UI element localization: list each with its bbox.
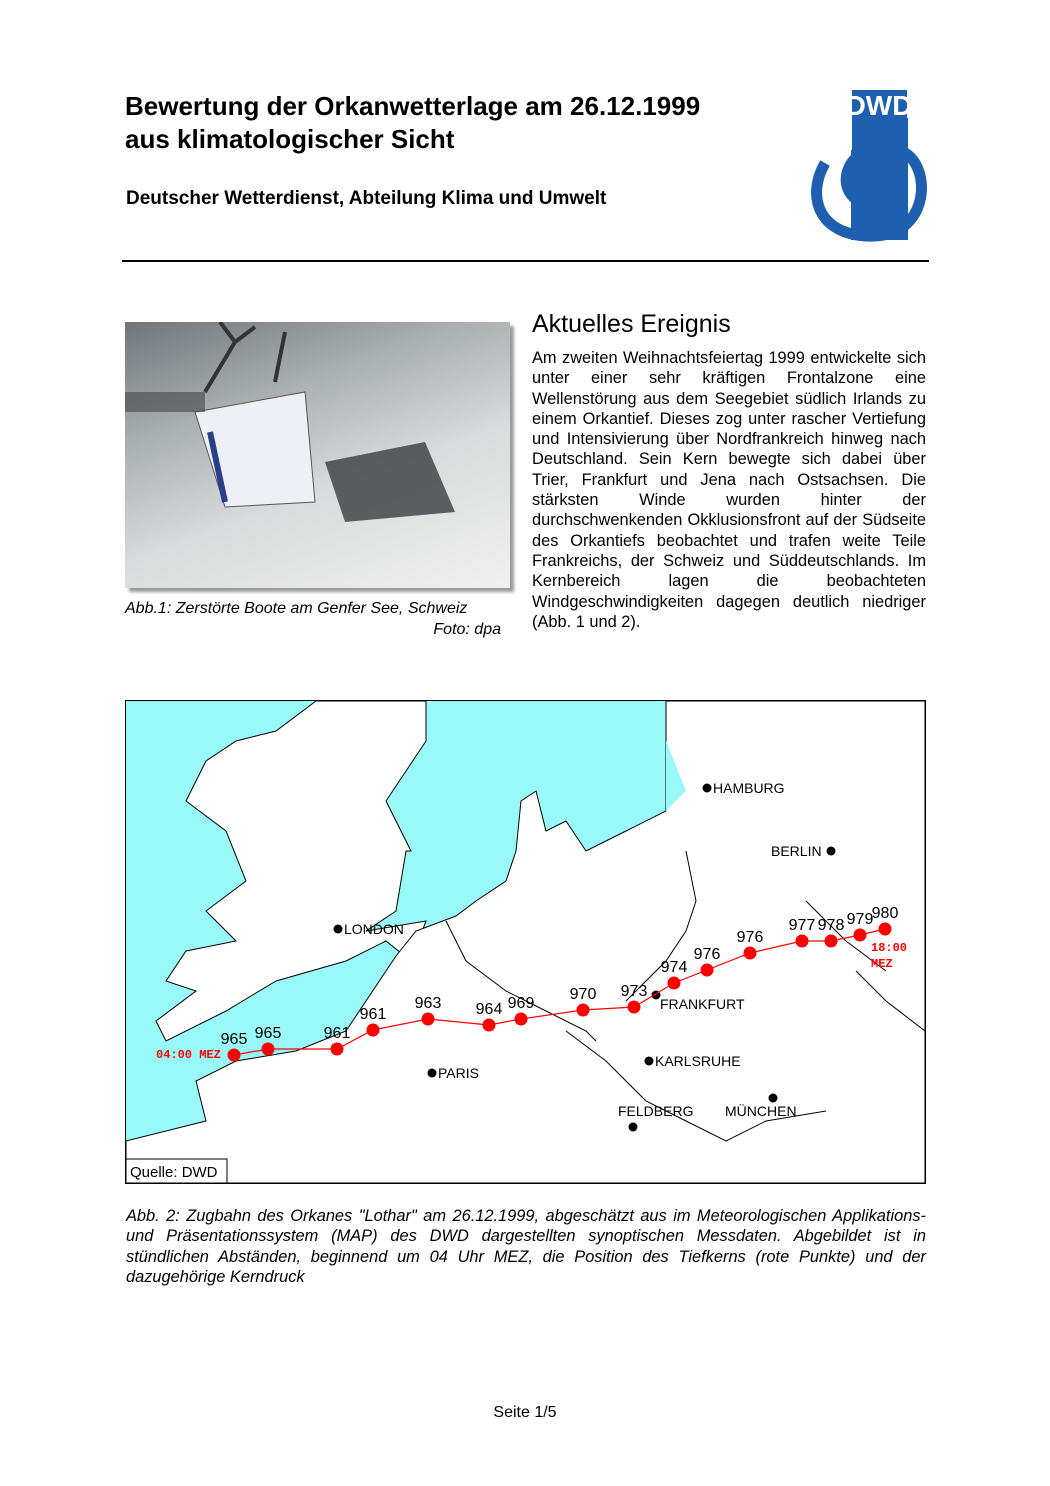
page-number: Seite 1/5 xyxy=(493,1404,557,1421)
dwd-logo: DWD xyxy=(811,90,927,242)
pressure-label: 961 xyxy=(360,1006,387,1023)
track-point xyxy=(330,1042,344,1056)
document-subtitle: Deutscher Wetterdienst, Abteilung Klima … xyxy=(126,188,607,209)
city-label: FELDBERG xyxy=(618,1103,693,1119)
city-dot xyxy=(768,1093,778,1103)
city-dot xyxy=(644,1056,654,1066)
figure1-credit: Foto: dpa xyxy=(433,621,501,638)
header-rule xyxy=(122,260,929,262)
title-line-2: aus klimatologischer Sicht xyxy=(125,124,455,154)
figure1-caption: Abb.1: Zerstörte Boote am Genfer See, Sc… xyxy=(125,598,501,640)
city-dot xyxy=(333,924,343,934)
figure1-caption-text: Abb.1: Zerstörte Boote am Genfer See, Sc… xyxy=(125,600,468,617)
document-title: Bewertung der Orkanwetterlage am 26.12.1… xyxy=(125,90,700,156)
section-body: Am zweiten Weihnachtsfeiertag 1999 entwi… xyxy=(532,349,926,631)
pressure-label: 965 xyxy=(221,1031,248,1048)
track-point xyxy=(878,922,892,936)
pressure-label: 976 xyxy=(737,929,764,946)
track-point xyxy=(366,1023,380,1037)
city-label: KARLSRUHE xyxy=(655,1053,741,1069)
track-point xyxy=(576,1003,590,1017)
pressure-label: 973 xyxy=(621,983,648,1000)
pressure-label: 977 xyxy=(789,917,816,934)
pressure-label: 963 xyxy=(415,995,442,1012)
map-source: Quelle: DWD xyxy=(130,1164,218,1181)
title-line-1: Bewertung der Orkanwetterlage am 26.12.1… xyxy=(125,91,701,121)
city-label: HAMBURG xyxy=(713,780,785,796)
pressure-label: 961 xyxy=(324,1025,351,1042)
land-continent-coast xyxy=(666,701,686,811)
pressure-label: 980 xyxy=(872,905,899,922)
track-point xyxy=(421,1012,435,1026)
pressure-label: 965 xyxy=(255,1025,282,1042)
land-continent xyxy=(126,701,925,1183)
end-time-label: 18:00 xyxy=(871,941,907,955)
city-dot xyxy=(826,846,836,856)
storm-track-map: LONDON HAMBURG BERLIN FRANKFURT PARIS KARLSRU… xyxy=(125,700,926,1184)
city-label: BERLIN xyxy=(771,843,822,859)
land-britain xyxy=(155,701,427,1042)
city-dot xyxy=(427,1068,437,1078)
pressure-label: 978 xyxy=(818,917,845,934)
city-label: MÜNCHEN xyxy=(725,1102,797,1119)
pressure-label: 964 xyxy=(476,1001,503,1018)
track-point xyxy=(227,1048,241,1062)
pressure-label: 969 xyxy=(508,995,535,1012)
pressure-label: 976 xyxy=(694,946,721,963)
track-point xyxy=(700,963,714,977)
track-point xyxy=(824,934,838,948)
city-dot xyxy=(628,1122,638,1132)
city-label: LONDON xyxy=(344,921,404,937)
track-point xyxy=(743,946,757,960)
city-label: FRANKFURT xyxy=(660,996,745,1012)
photo-destroyed-boats xyxy=(125,322,510,588)
start-time-label: 04:00 MEZ xyxy=(156,1048,221,1062)
track-point xyxy=(853,928,867,942)
pressure-label: 974 xyxy=(661,959,688,976)
city-dot xyxy=(702,783,712,793)
track-point xyxy=(482,1018,496,1032)
track-point xyxy=(795,934,809,948)
borders xyxy=(445,850,925,1142)
pressure-label: 970 xyxy=(570,986,597,1003)
svg-text:DWD: DWD xyxy=(846,90,913,121)
section-heading: Aktuelles Ereignis xyxy=(532,310,731,338)
track-point xyxy=(667,976,681,990)
track-point xyxy=(261,1042,275,1056)
track-point xyxy=(514,1012,528,1026)
storm-track-line xyxy=(233,928,886,1056)
end-timezone-label: MEZ xyxy=(871,957,893,971)
pressure-label: 979 xyxy=(847,911,874,928)
figure2-caption: Abb. 2: Zugbahn des Orkanes "Lothar" am … xyxy=(126,1207,926,1286)
track-point xyxy=(627,1000,641,1014)
city-label: PARIS xyxy=(438,1065,479,1081)
